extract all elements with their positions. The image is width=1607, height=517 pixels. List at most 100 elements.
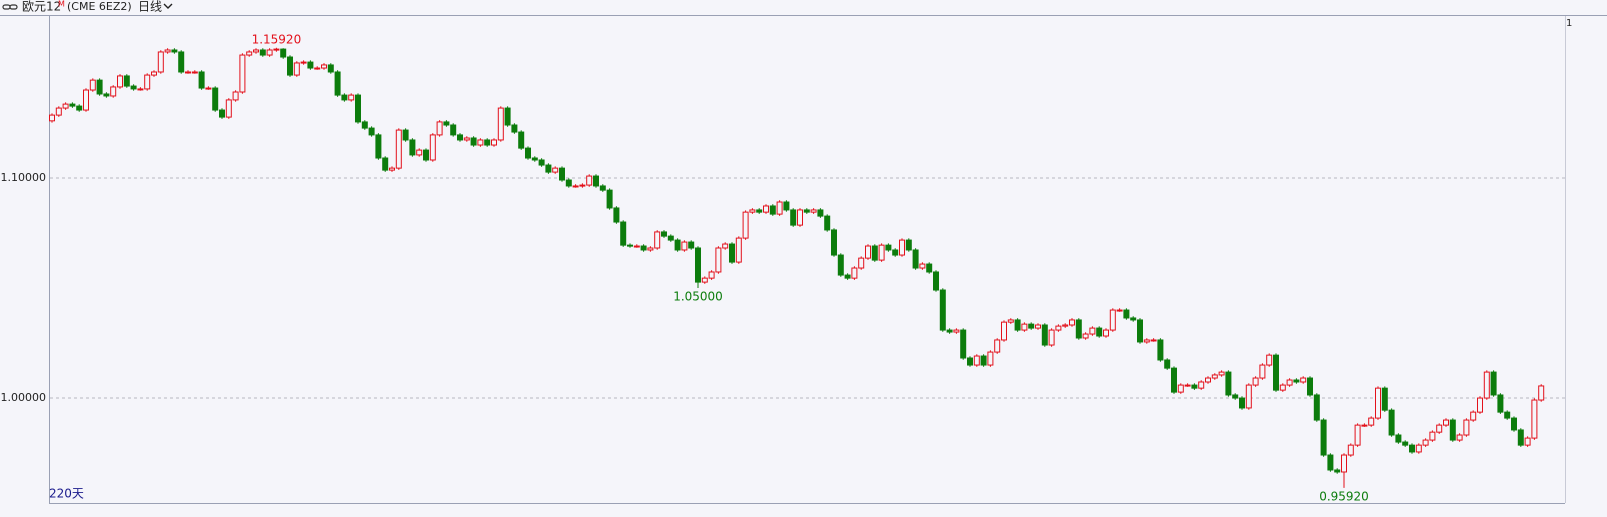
candle-body — [1497, 394, 1504, 413]
candle-body — [763, 205, 769, 213]
candle-body — [205, 87, 212, 90]
candle-body — [321, 64, 327, 69]
candle-body — [681, 241, 688, 251]
candle-body — [1266, 354, 1273, 366]
candle-body — [457, 134, 463, 141]
candle-body — [348, 94, 355, 101]
candle-body — [1429, 431, 1436, 441]
candle-body — [858, 257, 865, 269]
candle-body — [661, 231, 667, 237]
candle-body — [871, 245, 878, 261]
candle-body — [749, 209, 756, 213]
candle-body — [715, 247, 722, 273]
candle-body — [341, 94, 348, 101]
extreme-label: 0.95920 — [1319, 489, 1369, 503]
period-selector[interactable]: 日线 — [138, 0, 162, 14]
candle-body — [62, 103, 69, 109]
candle-body — [1218, 371, 1225, 376]
candle-body — [1354, 424, 1361, 446]
candle-body — [654, 231, 661, 249]
candle-body — [1259, 364, 1266, 379]
candle-body — [511, 124, 518, 133]
candle-body — [157, 51, 164, 73]
candle-body — [606, 189, 613, 209]
candle-body — [627, 244, 633, 247]
candle-body — [633, 245, 640, 248]
candle-body — [559, 167, 565, 181]
candle-body — [1300, 377, 1307, 383]
candle-body — [695, 247, 701, 283]
candle-body — [280, 48, 287, 58]
candle-body — [83, 89, 89, 111]
candle-body — [586, 175, 593, 186]
candle-body — [987, 351, 994, 366]
candle-body — [831, 229, 837, 256]
candle-body — [817, 209, 824, 217]
candle-body — [1007, 319, 1014, 323]
candle-body — [395, 129, 402, 169]
candle-body — [1198, 381, 1205, 389]
candle-body — [103, 93, 110, 97]
candle-body — [599, 185, 606, 191]
candle-body — [892, 249, 899, 256]
candle-body — [579, 184, 586, 187]
candle-body — [1388, 409, 1395, 436]
candle-body — [899, 239, 905, 256]
candle-body — [191, 71, 198, 74]
candle-body — [1069, 319, 1075, 326]
candle-body — [973, 355, 980, 366]
candle-body — [382, 157, 389, 171]
candle-body — [491, 139, 497, 146]
candle-body — [837, 254, 844, 276]
candle-body — [1252, 377, 1259, 386]
candle-body — [844, 274, 851, 279]
candle-body — [1436, 424, 1443, 433]
candle-body — [647, 247, 654, 251]
candle-body — [674, 239, 681, 251]
candle-body — [640, 245, 647, 251]
candle-body — [1470, 411, 1477, 421]
candle-body — [912, 249, 919, 269]
y-tick-label: 1.00000 — [1, 391, 47, 404]
candle-body — [1028, 323, 1035, 329]
candle-body — [1313, 394, 1320, 421]
instrument-code: (CME 6EZ2) — [67, 0, 132, 13]
candle-body — [477, 139, 484, 146]
candle-body — [1402, 441, 1409, 446]
candle-body — [1538, 385, 1545, 401]
candle-body — [463, 137, 470, 141]
candle-body — [49, 114, 55, 122]
candle-body — [688, 241, 695, 249]
candle-body — [1150, 339, 1157, 342]
candle-body — [1123, 309, 1130, 319]
candle-body — [497, 107, 504, 141]
candle-body — [327, 64, 334, 73]
candle-body — [375, 134, 382, 159]
candle-body — [409, 139, 416, 156]
candle-body — [1245, 384, 1252, 409]
candle-body — [1483, 371, 1490, 399]
candle-body — [701, 277, 708, 283]
candle-body — [1035, 324, 1041, 329]
candle-body — [314, 67, 321, 70]
candle-body — [865, 245, 871, 259]
candle-body — [253, 49, 259, 53]
candle-body — [1001, 321, 1007, 341]
candle-body — [769, 205, 776, 215]
candle-body — [919, 263, 926, 269]
candle-body — [1381, 387, 1388, 411]
candle-body — [531, 157, 538, 161]
candle-body — [1490, 371, 1497, 396]
candle-body — [259, 49, 266, 56]
candle-body — [123, 75, 130, 87]
period-chevron[interactable] — [163, 3, 173, 9]
candle-body — [960, 329, 967, 359]
candle-body — [1449, 419, 1456, 441]
candle-body — [110, 86, 117, 97]
candle-body — [1191, 384, 1198, 389]
candle-body — [484, 139, 491, 146]
candle-body — [198, 71, 205, 89]
candle-body — [1463, 419, 1470, 436]
candle-body — [1531, 399, 1538, 439]
